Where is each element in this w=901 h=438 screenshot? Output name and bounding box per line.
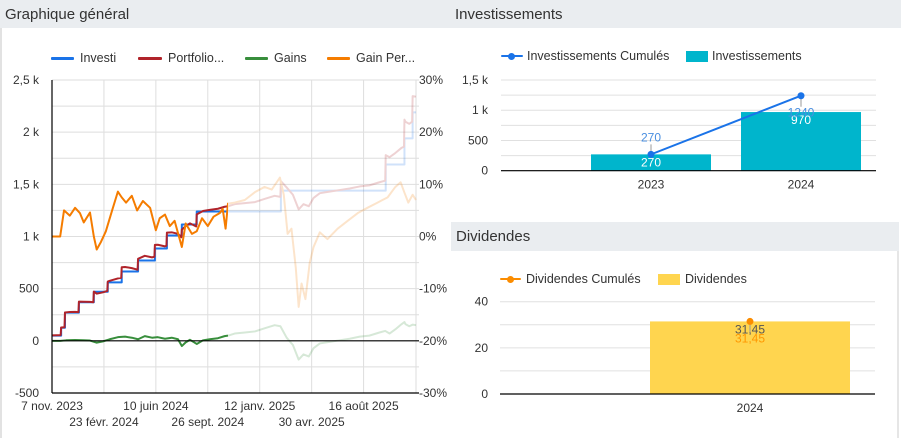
series-investi-line-faded[interactable] [52,111,416,335]
legend-line-icon [138,57,162,60]
series-gains-line-faded[interactable] [52,321,417,361]
y-right-tick-label: 10% [419,177,443,191]
overview-panel-header: Graphique général [0,0,450,28]
legend-label: Investi [80,51,117,65]
bar-2023[interactable] [591,154,711,171]
legend-dot-icon [507,276,514,283]
y-tick-label: 500 [468,133,488,147]
legend-line-icon [245,57,268,60]
y-tick-label: 1 k [472,103,489,117]
overview-panel-title: Graphique général [5,5,130,23]
cumulative-value-label: 31,45 [735,331,765,345]
x-tick-label: 26 sept. 2024 [171,415,244,429]
overview-panel-border [0,28,2,438]
series-faded-range [52,95,417,361]
legend-swatch-icon [686,51,708,62]
legend-label: Portfolio... [168,51,225,65]
series-gain-per-line[interactable] [52,178,416,307]
bar-value-label: 970 [791,113,811,127]
x-tick-label: 30 avr. 2025 [279,415,345,429]
y-tick-label: 20 [475,341,489,355]
investments-panel-header: Investissements [450,0,901,28]
y-right-tick-label: -10% [419,282,447,296]
y-tick-label: 0 [481,164,488,178]
overview-chart: 7 nov. 2023 23 févr. 2024 10 juin 2024 26 s… [13,73,447,429]
y-left-tick-label: 1,5 k [13,177,40,191]
x-tick-label: 2023 [638,178,665,192]
y-right-tick-label: 20% [419,125,443,139]
legend-label: Dividendes Cumulés [526,272,641,286]
legend-label: Investissements Cumulés [527,49,670,63]
legend-line-icon [51,57,74,60]
cumulative-line[interactable] [650,94,802,156]
y-left-tick-label: 2 k [23,125,40,139]
investments-panel-title: Investissements [455,5,563,23]
y-right-tick-label: -20% [419,334,447,348]
series-portfolio-line-faded[interactable] [52,95,417,335]
legend-label: Dividendes [685,272,747,286]
bar-2024[interactable] [650,321,850,394]
cumulative-point-2024[interactable] [797,92,805,100]
x-tick-label: 12 janv. 2025 [224,399,295,413]
cumulative-value-label: 270 [641,130,661,144]
dividends-panel-header: Dividendes [451,222,899,251]
legend-label: Gains [274,51,307,65]
y-left-tick-label: 0 [32,334,39,348]
x-tick-label: 16 août 2025 [329,399,399,413]
y-tick-label: 0 [481,387,488,401]
bar-2024[interactable] [741,112,861,171]
x-tick-label: 7 nov. 2023 [21,399,83,413]
y-left-tick-label: 500 [19,282,39,296]
dividends-legend: Dividendes Cumulés Dividendes [0,271,901,287]
y-left-tick-label: -500 [15,386,39,400]
y-left-tick-label: 2,5 k [13,73,40,87]
series-portfolio-line[interactable] [51,96,416,337]
legend-swatch-icon [658,274,680,285]
legend-dot-icon [508,53,515,60]
bar-value-label: 270 [641,155,661,169]
x-tick-label: 2024 [788,178,815,192]
series-gains-line[interactable] [52,322,416,360]
overview-legend: Investi Portfolio... Gains Gain Per... [0,50,450,66]
series-gain-per-line-faded[interactable] [52,176,417,308]
y-right-tick-label: -30% [419,386,447,400]
investments-legend: Investissements Cumulés Investissements [0,48,901,64]
y-tick-label: 40 [475,295,489,309]
x-tick-label: 2024 [737,401,764,415]
series-investi-line[interactable] [52,112,416,337]
legend-label: Gain Per... [356,51,416,65]
dividends-panel-border [897,251,899,438]
dividends-panel-title: Dividendes [456,228,531,245]
legend-line-icon [327,57,350,60]
y-tick-label: 1,5 k [462,73,489,87]
cumulative-point-2024[interactable] [746,317,754,325]
legend-label: Investissements [712,49,802,63]
cumulative-value-label: 1240 [788,106,815,120]
cumulative-point-2023[interactable] [647,150,655,158]
x-tick-label: 23 févr. 2024 [69,415,139,429]
y-left-tick-label: 1 k [23,230,40,244]
x-tick-label: 10 juin 2024 [123,399,189,413]
series-highlighted-range [51,96,416,360]
y-right-tick-label: 30% [419,73,443,87]
y-right-tick-label: 0% [419,230,437,244]
